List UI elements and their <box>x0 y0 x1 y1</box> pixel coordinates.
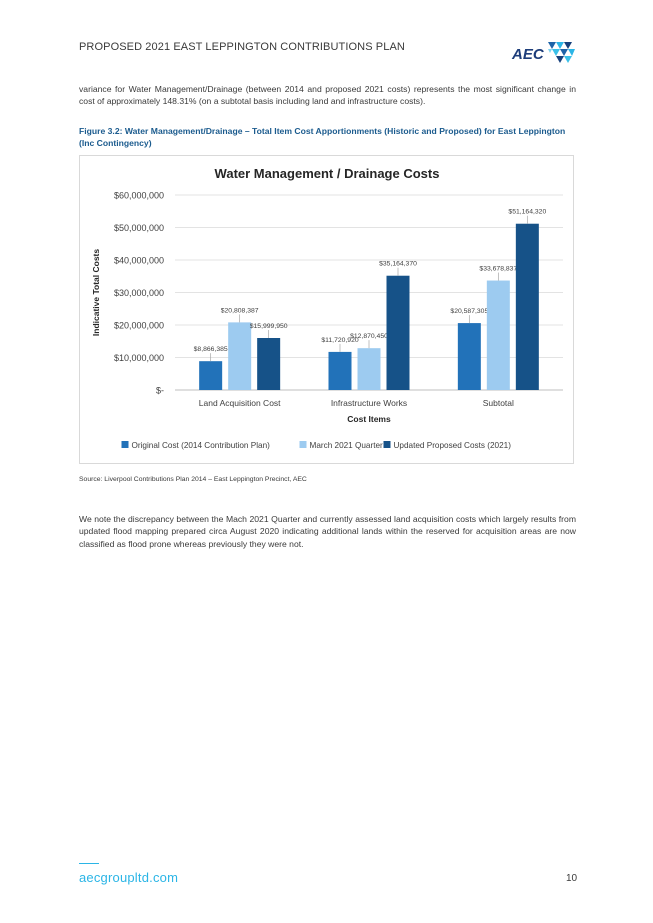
x-tick-label: Infrastructure Works <box>331 398 407 408</box>
y-tick-label: $60,000,000 <box>114 191 164 201</box>
bar <box>257 338 281 390</box>
intro-paragraph: variance for Water Management/Drainage (… <box>79 84 576 107</box>
bar <box>486 280 510 390</box>
x-axis-label: Cost Items <box>347 414 391 424</box>
y-tick-label: $30,000,000 <box>114 288 164 298</box>
bar <box>457 323 481 390</box>
legend-swatch <box>121 441 129 448</box>
x-tick-label: Land Acquisition Cost <box>199 398 281 408</box>
y-tick-label: $20,000,000 <box>114 321 164 331</box>
chart-title: Water Management / Drainage Costs <box>215 166 440 181</box>
legend-label: Original Cost (2014 Contribution Plan) <box>132 441 271 450</box>
water-drainage-chart: Water Management / Drainage Costs $- $10,0… <box>91 166 563 450</box>
data-label: $35,164,370 <box>379 261 417 268</box>
legend-label: March 2021 Quarter <box>310 441 384 450</box>
aec-logo: AEC <box>512 40 576 68</box>
data-label: $8,866,385 <box>194 346 228 353</box>
y-axis-label: Indicative Total Costs <box>91 249 101 336</box>
note-paragraph: We note the discrepancy between the Mach… <box>79 514 576 549</box>
data-label: $12,870,450 <box>350 333 388 340</box>
bar <box>199 361 223 390</box>
y-tick-label: $40,000,000 <box>114 256 164 266</box>
chart-container: Water Management / Drainage Costs $- $10,0… <box>79 155 574 464</box>
logo-mosaic-icon <box>548 42 575 63</box>
x-tick-label: Subtotal <box>483 398 514 408</box>
page-header-title: PROPOSED 2021 EAST LEPPINGTON CONTRIBUTI… <box>79 41 405 53</box>
y-tick-label: $- <box>156 386 164 396</box>
legend-swatch <box>383 441 391 448</box>
data-label: $51,164,320 <box>508 209 546 216</box>
bar <box>328 351 352 390</box>
y-tick-label: $50,000,000 <box>114 223 164 233</box>
page-number: 10 <box>566 873 578 884</box>
chart-source: Source: Liverpool Contributions Plan 201… <box>79 476 307 483</box>
bar <box>357 348 381 390</box>
figure-caption: Figure 3.2: Water Management/Drainage – … <box>79 126 566 149</box>
footer-rule <box>79 863 99 864</box>
data-label: $20,808,387 <box>221 307 259 314</box>
bar <box>386 275 410 390</box>
footer-url[interactable]: aecgroupltd.com <box>79 870 179 885</box>
bar <box>228 322 252 390</box>
logo-text: AEC <box>512 46 544 63</box>
bar <box>515 223 539 390</box>
data-label: $20,587,305 <box>450 308 488 315</box>
legend-label: Updated Proposed Costs (2021) <box>394 441 512 450</box>
legend-swatch <box>299 441 307 448</box>
data-label: $15,999,950 <box>250 323 288 330</box>
data-label: $11,720,920 <box>321 337 359 344</box>
y-tick-label: $10,000,000 <box>114 353 164 363</box>
data-label: $33,678,837 <box>479 266 517 273</box>
